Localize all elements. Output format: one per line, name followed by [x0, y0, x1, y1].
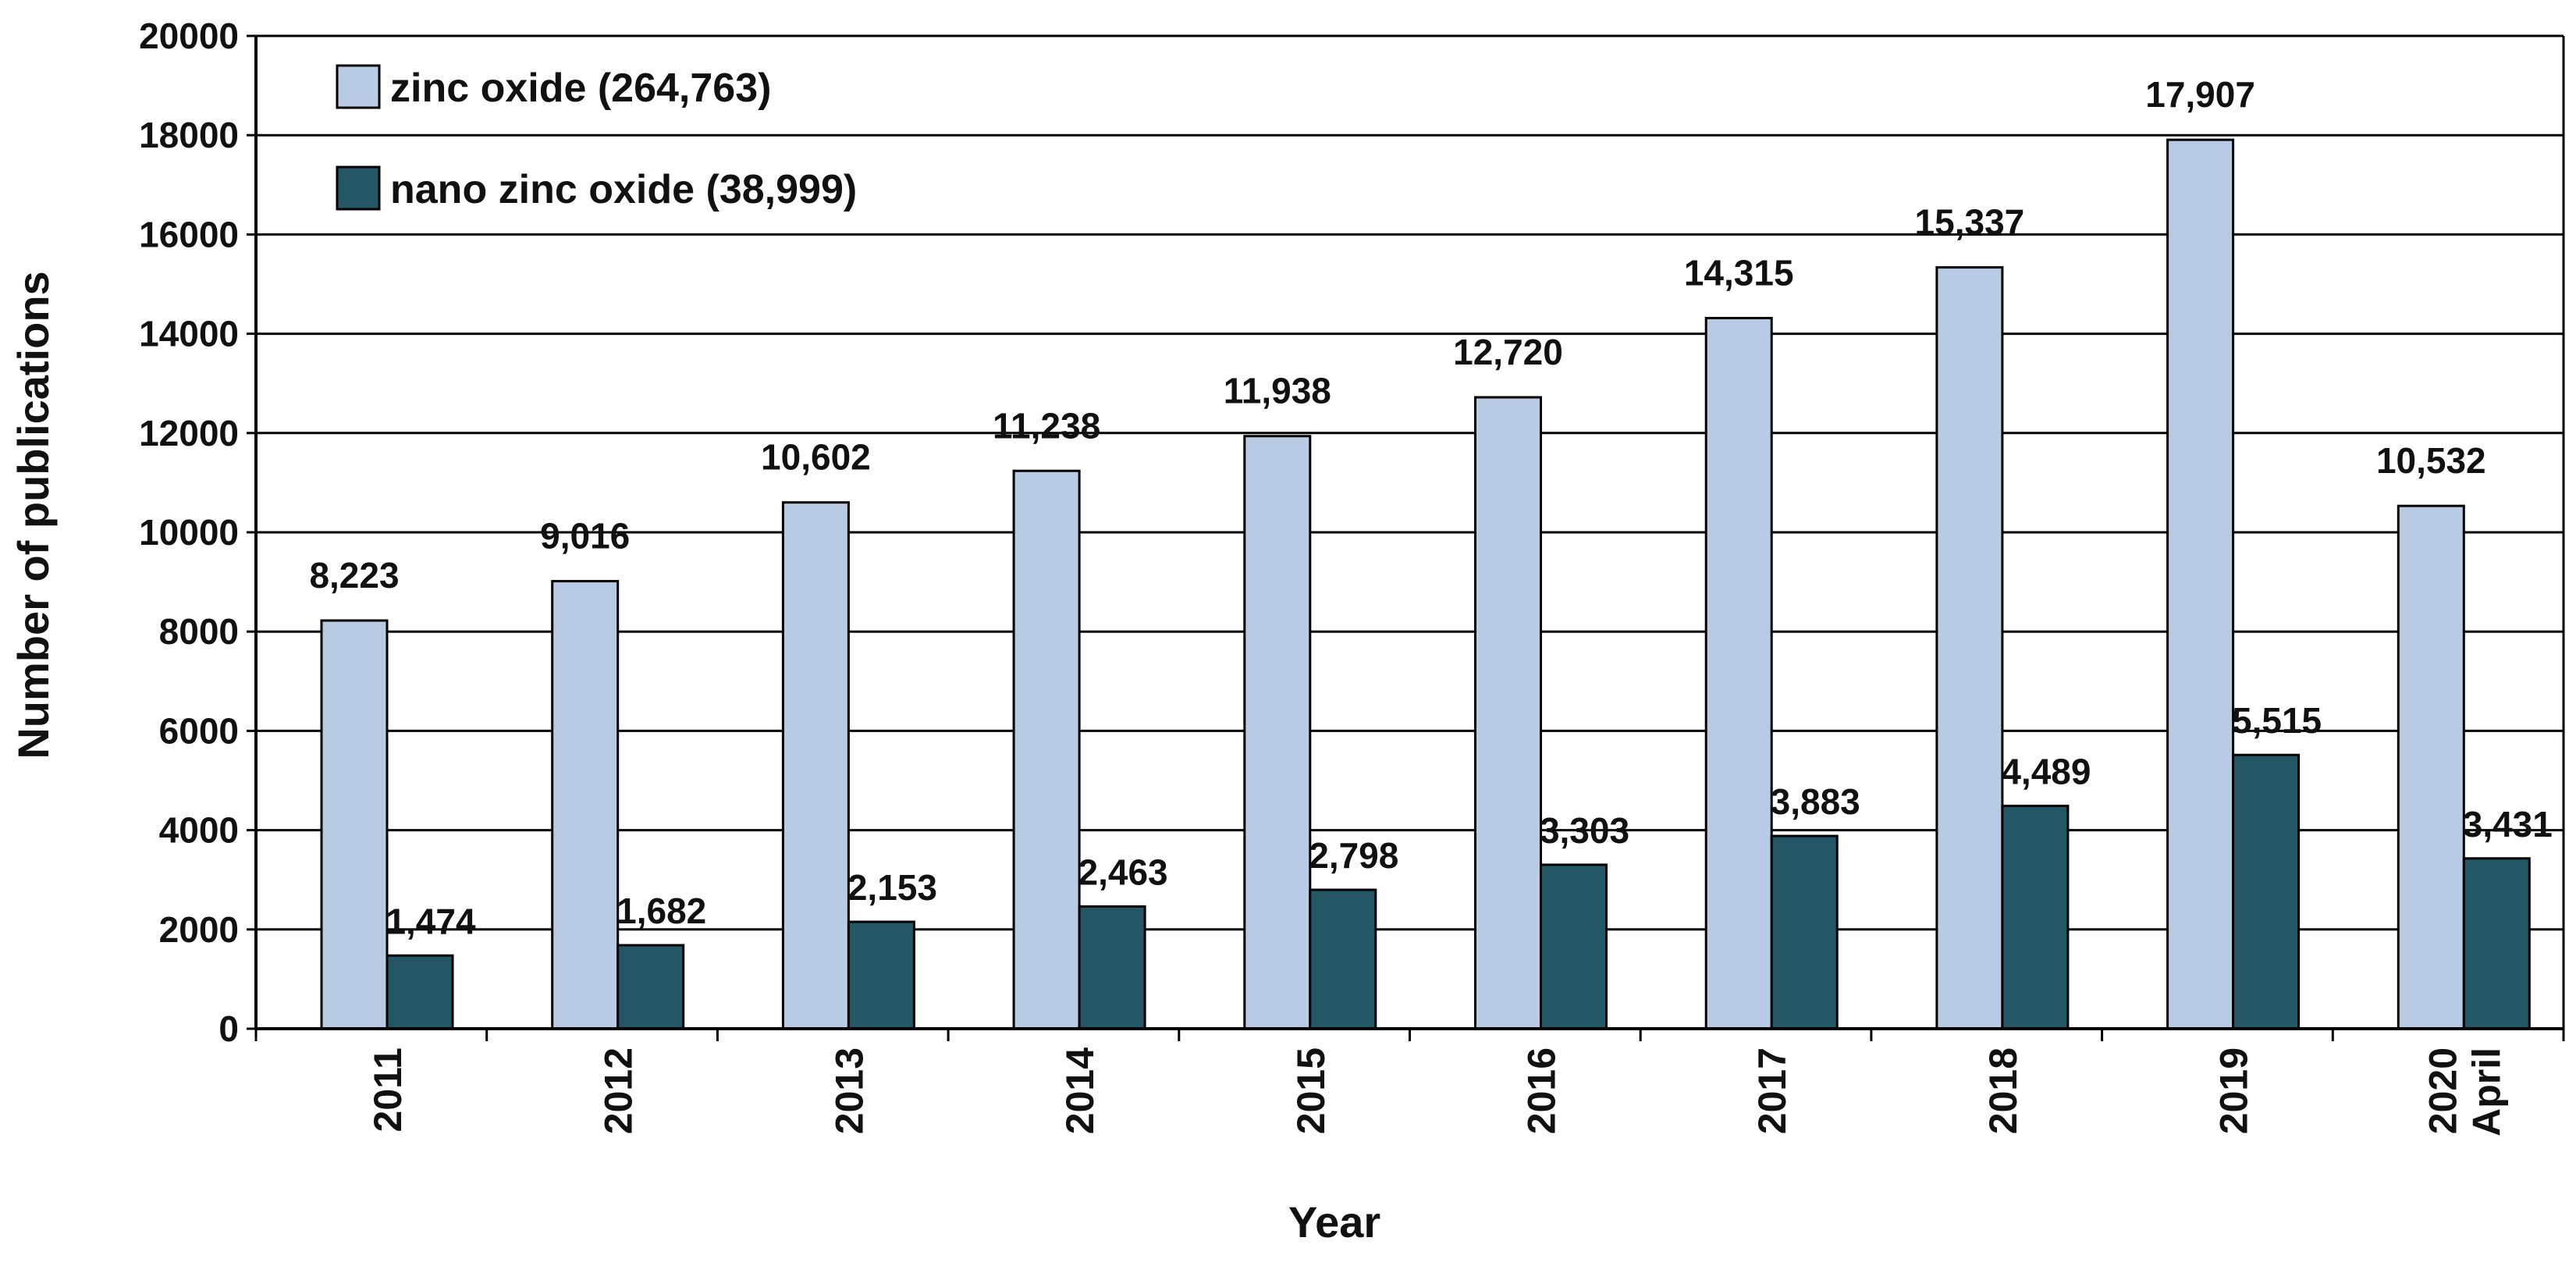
y-tick-label: 4000 [159, 810, 239, 851]
bar-zinc-oxide [1243, 435, 1312, 1030]
y-tick-label: 2000 [159, 909, 239, 950]
y-tick-label: 20000 [139, 16, 239, 56]
x-tick-label: 2011 [366, 1047, 410, 1132]
data-label: 9,016 [540, 516, 630, 557]
legend: zinc oxide (264,763) nano zinc oxide (38… [336, 64, 857, 212]
y-tick-label: 6000 [159, 710, 239, 751]
y-axis-title: Number of publications [9, 271, 58, 759]
bar-zinc-oxide [2397, 504, 2465, 1030]
y-tick-label: 10000 [139, 512, 239, 553]
bar-zinc-oxide [1474, 396, 1542, 1030]
bar-nano-zinc-oxide [1770, 834, 1839, 1030]
data-label: 5,515 [2232, 700, 2322, 741]
legend-swatch-nano-zinc-oxide [336, 165, 381, 211]
bar-nano-zinc-oxide [2232, 753, 2301, 1030]
legend-label-nano-zinc-oxide: nano zinc oxide (38,999) [390, 167, 857, 212]
bar-zinc-oxide [551, 580, 620, 1030]
data-label: 8,223 [309, 555, 399, 596]
bar-zinc-oxide [2166, 138, 2235, 1030]
bar-nano-zinc-oxide [847, 920, 915, 1030]
y-tick-label: 16000 [139, 214, 239, 254]
bar-zinc-oxide [1012, 469, 1081, 1030]
bar-nano-zinc-oxide [616, 944, 685, 1030]
bar-nano-zinc-oxide [2001, 804, 2070, 1030]
data-label: 12,720 [1453, 332, 1563, 372]
axes [247, 34, 2565, 1041]
data-label: 10,532 [2376, 440, 2486, 481]
y-tick-label: 12000 [139, 413, 239, 453]
data-label: 10,602 [761, 437, 871, 478]
bar-nano-zinc-oxide [1078, 905, 1146, 1030]
data-label: 2,798 [1309, 835, 1398, 876]
x-tick-label: 2019 [2212, 1047, 2256, 1134]
bar-nano-zinc-oxide [386, 954, 454, 1030]
data-label: 17,907 [2145, 74, 2255, 115]
y-tick-label: 14000 [139, 314, 239, 354]
x-tick-label: April [2464, 1047, 2508, 1136]
data-label: 14,315 [1684, 253, 1794, 293]
bar-zinc-oxide [1935, 266, 2004, 1030]
x-tick-label: 2015 [1289, 1047, 1333, 1134]
data-label: 11,938 [1224, 371, 1331, 411]
y-tick-label: 18000 [139, 115, 239, 155]
data-label: 15,337 [1915, 202, 2025, 243]
tick-labels: 0 2000 4000 6000 8000 10000 12000 14000 16000 180… [139, 16, 2508, 1136]
data-label: 4,489 [2001, 751, 2091, 791]
bar-zinc-oxide [320, 619, 389, 1030]
data-label: 1,474 [386, 901, 476, 941]
x-tick-label: 2012 [597, 1047, 641, 1134]
gridlines [256, 34, 2564, 931]
data-label: 3,303 [1540, 810, 1629, 851]
x-tick-label: 2016 [1520, 1047, 1564, 1134]
data-label: 3,883 [1771, 781, 1860, 822]
data-label: 2,153 [847, 867, 937, 908]
bar-nano-zinc-oxide [2462, 857, 2531, 1030]
x-axis-title: Year [1288, 1197, 1380, 1246]
data-label: 11,238 [993, 405, 1100, 446]
data-label: 1,682 [616, 891, 706, 931]
y-tick-label: 0 [219, 1008, 239, 1049]
bar-nano-zinc-oxide [1309, 888, 1377, 1030]
legend-swatch-zinc-oxide [336, 64, 381, 109]
bar-zinc-oxide [1704, 317, 1773, 1030]
x-tick-label: 2017 [1750, 1047, 1794, 1134]
x-tick-label: 2014 [1058, 1047, 1102, 1134]
bar-zinc-oxide [781, 501, 850, 1030]
data-label: 3,431 [2463, 804, 2553, 845]
y-tick-label: 8000 [159, 611, 239, 652]
data-label: 2,463 [1078, 852, 1168, 892]
x-tick-label: 2020 [2421, 1047, 2464, 1134]
x-tick-label: 2013 [827, 1047, 871, 1134]
data-labels: 8,223 1,474 9,016 1,682 10,602 2,153 11,238 2,4… [309, 74, 2552, 941]
legend-label-zinc-oxide: zinc oxide (264,763) [390, 66, 771, 111]
x-tick-label: 2018 [1981, 1047, 2025, 1134]
bar-nano-zinc-oxide [1540, 863, 1608, 1030]
